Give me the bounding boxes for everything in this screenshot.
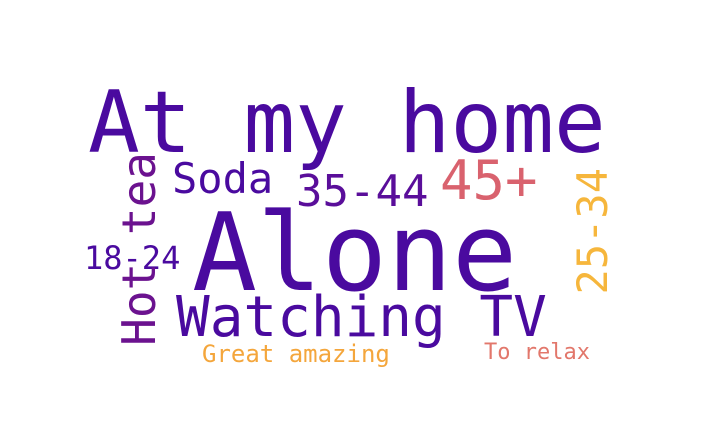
word-at-my-home: At my home <box>88 73 606 173</box>
word-watching-tv: Watching TV <box>176 285 547 350</box>
word-alone: Alone <box>192 191 518 316</box>
word-great-amazing: Great amazing <box>202 340 390 368</box>
word-soda: Soda <box>172 154 274 203</box>
word-35-44: 35-44 <box>296 166 429 217</box>
word-45-plus: 45+ <box>440 149 538 212</box>
word-hot-tea: Hot tea <box>112 152 166 346</box>
word-to-relax: To relax <box>484 340 590 365</box>
word-25-34: 25-34 <box>568 168 617 295</box>
word-18-24: 18-24 <box>84 239 181 277</box>
